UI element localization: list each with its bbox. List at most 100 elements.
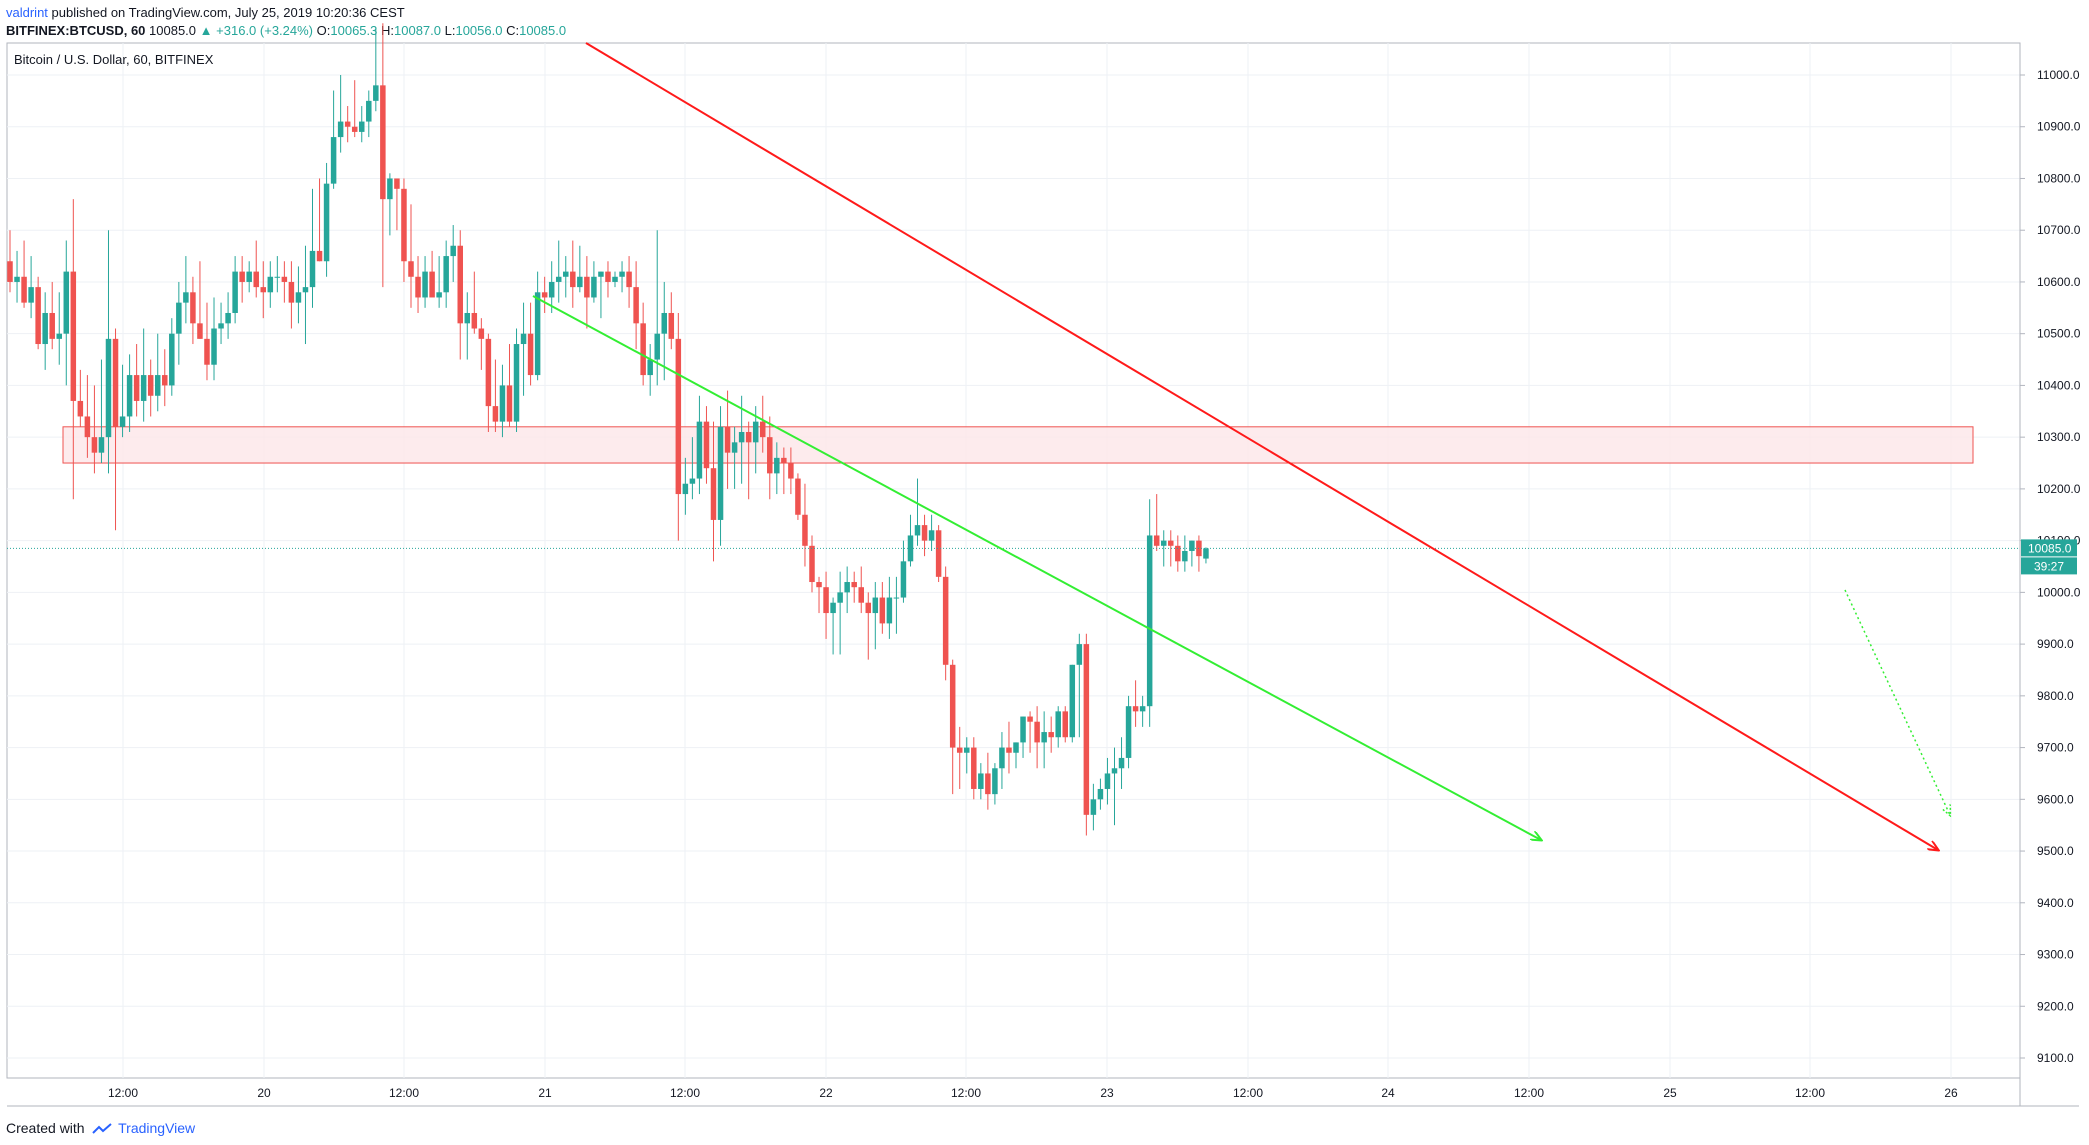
candle-body <box>337 121 344 138</box>
candle-body <box>63 271 70 334</box>
candle-body <box>1104 773 1111 789</box>
candle-body <box>1182 550 1188 562</box>
footer: Created with TradingView <box>6 1118 195 1138</box>
candle-body <box>696 421 703 479</box>
candle-body <box>555 276 562 282</box>
candle-body <box>154 375 161 396</box>
candle-body <box>675 338 682 495</box>
x-tick-label: 26 <box>1944 1086 1958 1100</box>
candle-body <box>1203 548 1209 559</box>
candle-body <box>795 478 801 515</box>
candle-body <box>197 323 203 339</box>
candle-body <box>436 292 442 298</box>
resistance-zone <box>62 426 1974 464</box>
candle-body <box>1062 711 1068 738</box>
candle-body <box>1175 545 1181 562</box>
candle-body <box>176 302 182 334</box>
candle-body <box>478 328 485 339</box>
candle-body <box>689 478 696 484</box>
candle-body <box>112 338 119 427</box>
candle-body <box>1027 716 1033 722</box>
candle-body <box>886 597 893 624</box>
candle-body <box>893 597 900 599</box>
chart-header: valdrint published on TradingView.com, J… <box>6 4 405 22</box>
candle-body <box>133 375 140 401</box>
y-tick-label: 9900.0 <box>2037 637 2074 651</box>
y-tick-label: 9100.0 <box>2037 1051 2074 1065</box>
candle-body <box>485 338 492 407</box>
x-tick-label: 20 <box>257 1086 271 1100</box>
candle-body <box>759 421 766 438</box>
candle-body <box>640 323 646 376</box>
y-tick-label: 10400.0 <box>2037 378 2081 392</box>
tradingview-brand[interactable]: TradingView <box>118 1120 196 1136</box>
candle-body <box>14 276 20 282</box>
candle-body <box>548 281 555 298</box>
author-link[interactable]: valdrint <box>6 5 48 20</box>
candle-body <box>935 530 942 577</box>
y-tick-label: 10700.0 <box>2037 223 2081 237</box>
candle-body <box>1090 799 1097 815</box>
candle-body <box>387 178 393 200</box>
candle-body <box>1076 644 1083 665</box>
candle-body <box>429 271 435 298</box>
candle-body <box>527 333 534 376</box>
candle-body <box>260 287 267 293</box>
candle-body <box>964 747 970 753</box>
candle-body <box>408 261 414 277</box>
candle-body <box>21 276 27 303</box>
y-tick-label: 10900.0 <box>2037 120 2081 134</box>
candle-body <box>1034 721 1040 743</box>
candle-body <box>1097 788 1104 800</box>
candle-body <box>499 385 506 422</box>
candle-body <box>239 271 245 282</box>
candle-body <box>401 188 407 262</box>
candle-body <box>162 375 168 386</box>
candle-body <box>731 442 738 453</box>
candle-body <box>823 587 829 614</box>
candle-body <box>900 561 907 598</box>
x-tick-label: 21 <box>538 1086 552 1100</box>
candle-body <box>253 271 259 288</box>
candle-body <box>1132 706 1139 712</box>
candle-body <box>274 276 281 278</box>
candle-body <box>506 385 513 422</box>
candle-body <box>77 400 84 417</box>
candle-body <box>28 287 34 303</box>
plot-frame <box>6 42 2021 1079</box>
published-text: published on TradingView.com, July 25, 2… <box>51 5 405 20</box>
candle-body <box>288 281 295 303</box>
candle-body <box>471 312 478 329</box>
candle-body <box>851 582 857 588</box>
created-with-text: Created with <box>6 1120 85 1136</box>
y-tick-label: 9700.0 <box>2037 741 2074 755</box>
candle-body <box>105 338 112 438</box>
candle-body <box>513 344 520 422</box>
candle-body <box>84 416 91 438</box>
candle-body <box>91 437 98 453</box>
candle-body <box>788 463 794 479</box>
candle-body <box>647 359 653 376</box>
descending-resistance-line <box>585 42 1938 850</box>
x-tick-label: 12:00 <box>670 1086 700 1100</box>
candle-body <box>605 271 611 282</box>
x-tick-label: 12:00 <box>389 1086 419 1100</box>
candle-body <box>1160 540 1167 546</box>
last-price-tag <box>2021 539 2077 557</box>
candle-body <box>717 426 724 520</box>
candle-body <box>738 431 745 443</box>
candle-body <box>246 271 252 282</box>
candle-body <box>1168 540 1174 546</box>
candle-body <box>126 375 133 417</box>
change-label: +316.0 (+3.24%) <box>216 23 314 38</box>
candle-body <box>724 426 731 453</box>
x-tick-label: 12:00 <box>1795 1086 1825 1100</box>
open-value: 10065.3 <box>330 23 378 38</box>
candle-body <box>140 375 147 401</box>
candle-body <box>309 250 316 288</box>
y-tick-label: 9300.0 <box>2037 948 2074 962</box>
candle-body <box>443 256 449 293</box>
y-tick-label: 9500.0 <box>2037 844 2074 858</box>
candle-body <box>619 271 625 277</box>
